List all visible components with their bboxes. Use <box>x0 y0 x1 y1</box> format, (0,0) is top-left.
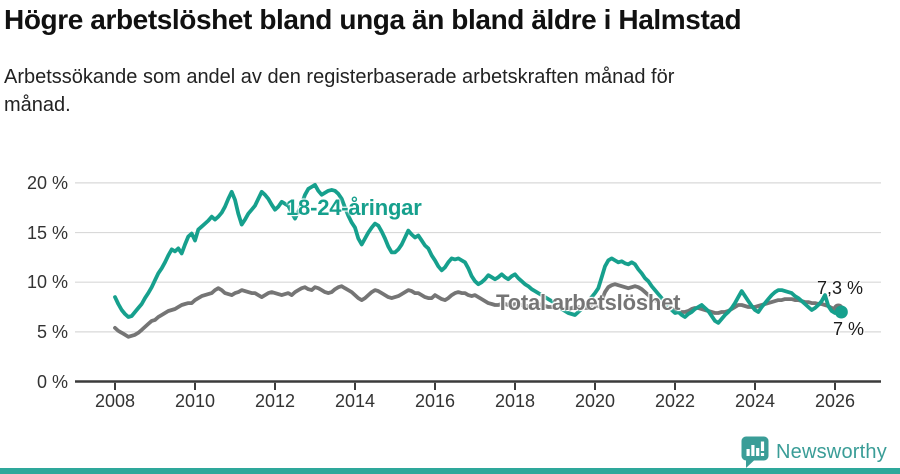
end-value-total: 7,3 % <box>817 278 864 298</box>
x-axis-label: 2010 <box>174 391 216 411</box>
chart-title: Högre arbetslöshet bland unga än bland ä… <box>4 4 742 35</box>
y-axis-label: 15 % <box>26 222 68 243</box>
series-label-total: Total arbetslöshet <box>496 290 681 315</box>
newsworthy-bubble-icon <box>741 436 769 468</box>
y-axis-label: 5 % <box>36 321 68 342</box>
line-total <box>113 282 841 339</box>
x-axis-label: 2012 <box>254 391 296 411</box>
x-axis-label: 2018 <box>494 391 536 411</box>
series-label-youth: 18-24-åringar <box>286 195 422 220</box>
x-axis-label: 2016 <box>414 391 456 411</box>
chart-subtitle: Arbetssökande som andel av den registerb… <box>4 66 675 116</box>
newsworthy-logo: Newsworthy <box>741 435 887 469</box>
end-dot-youth <box>834 305 848 319</box>
line-youth <box>113 183 841 325</box>
y-axis-label: 20 % <box>26 172 68 193</box>
y-axis-label: 0 % <box>36 371 68 392</box>
x-axis-label: 2026 <box>814 391 856 411</box>
x-axis-label: 2014 <box>334 391 376 411</box>
x-axis-label: 2024 <box>734 391 776 411</box>
newsworthy-wordmark: Newsworthy <box>776 440 887 463</box>
x-axis-label: 2020 <box>574 391 616 411</box>
end-value-youth: 7 % <box>833 319 865 339</box>
x-axis-label: 2022 <box>654 391 696 411</box>
x-axis-label: 2008 <box>94 391 136 411</box>
footer-accent-bar <box>0 468 900 474</box>
y-axis-label: 10 % <box>26 272 68 293</box>
